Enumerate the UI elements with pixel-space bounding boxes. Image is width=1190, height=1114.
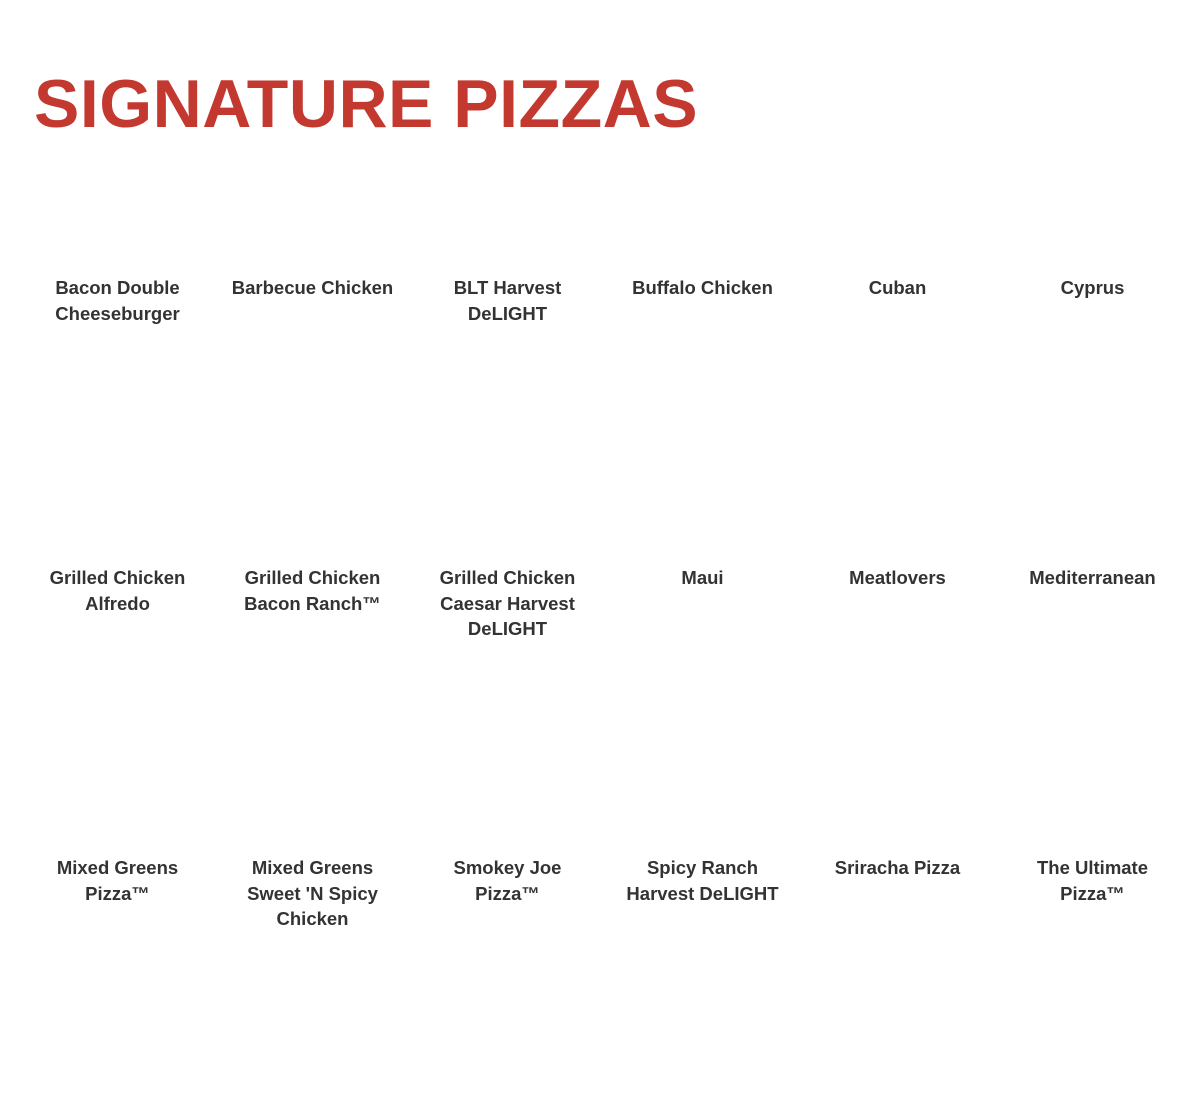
pizza-name[interactable]: Bacon Double Cheeseburger [55,277,180,324]
pizza-image[interactable] [605,175,800,275]
pizza-image[interactable] [800,175,995,275]
pizza-image[interactable] [995,465,1190,565]
pizza-item[interactable]: Meatlovers [800,465,995,755]
pizza-item[interactable]: Bacon Double Cheeseburger [20,175,215,465]
pizza-name[interactable]: Sriracha Pizza [834,857,961,878]
pizza-image[interactable] [20,465,215,565]
pizza-name[interactable]: Smokey Joe Pizza™ [453,857,562,904]
pizza-item[interactable]: The Ultimate Pizza™ [995,755,1190,1045]
pizza-image[interactable] [605,465,800,565]
pizza-image[interactable] [410,465,605,565]
pizza-name[interactable]: Buffalo Chicken [632,277,773,298]
pizza-name[interactable]: The Ultimate Pizza™ [1036,857,1149,904]
pizza-name[interactable]: Spicy Ranch Harvest DeLIGHT [626,857,779,904]
pizza-grid: Bacon Double Cheeseburger Barbecue Chicke… [20,175,1190,1045]
pizza-item[interactable]: Grilled Chicken Caesar Harvest DeLIGHT [410,465,605,755]
pizza-image[interactable] [800,755,995,855]
pizza-name[interactable]: Grilled Chicken Caesar Harvest DeLIGHT [439,567,576,639]
pizza-item[interactable]: Grilled Chicken Bacon Ranch™ [215,465,410,755]
pizza-image[interactable] [800,465,995,565]
pizza-image[interactable] [20,175,215,275]
pizza-name[interactable]: Mixed Greens Sweet 'N Spicy Chicken [247,857,378,929]
pizza-image[interactable] [215,465,410,565]
pizza-item[interactable]: BLT Harvest DeLIGHT [410,175,605,465]
pizza-image[interactable] [20,755,215,855]
page-title: SIGNATURE PIZZAS [34,66,699,142]
pizza-image[interactable] [410,175,605,275]
pizza-image[interactable] [995,175,1190,275]
pizza-item[interactable]: Smokey Joe Pizza™ [410,755,605,1045]
pizza-name[interactable]: Grilled Chicken Alfredo [49,567,186,614]
pizza-name[interactable]: BLT Harvest DeLIGHT [453,277,562,324]
pizza-image[interactable] [995,755,1190,855]
pizza-name[interactable]: Grilled Chicken Bacon Ranch™ [244,567,381,614]
pizza-item[interactable]: Cuban [800,175,995,465]
pizza-name[interactable]: Maui [681,567,724,588]
pizza-item[interactable]: Mediterranean [995,465,1190,755]
pizza-image[interactable] [605,755,800,855]
pizza-name[interactable]: Cyprus [1060,277,1125,298]
pizza-image[interactable] [215,175,410,275]
pizza-item[interactable]: Mixed Greens Pizza™ [20,755,215,1045]
pizza-item[interactable]: Barbecue Chicken [215,175,410,465]
pizza-name[interactable]: Mediterranean [1029,567,1156,588]
pizza-name[interactable]: Barbecue Chicken [231,277,394,298]
pizza-name[interactable]: Cuban [868,277,927,298]
pizza-item[interactable]: Spicy Ranch Harvest DeLIGHT [605,755,800,1045]
pizza-item[interactable]: Mixed Greens Sweet 'N Spicy Chicken [215,755,410,1045]
pizza-name[interactable]: Mixed Greens Pizza™ [56,857,179,904]
pizza-image[interactable] [410,755,605,855]
pizza-name[interactable]: Meatlovers [849,567,946,588]
pizza-item[interactable]: Grilled Chicken Alfredo [20,465,215,755]
pizza-item[interactable]: Buffalo Chicken [605,175,800,465]
pizza-item[interactable]: Sriracha Pizza [800,755,995,1045]
pizza-item[interactable]: Maui [605,465,800,755]
pizza-item[interactable]: Cyprus [995,175,1190,465]
pizza-image[interactable] [215,755,410,855]
